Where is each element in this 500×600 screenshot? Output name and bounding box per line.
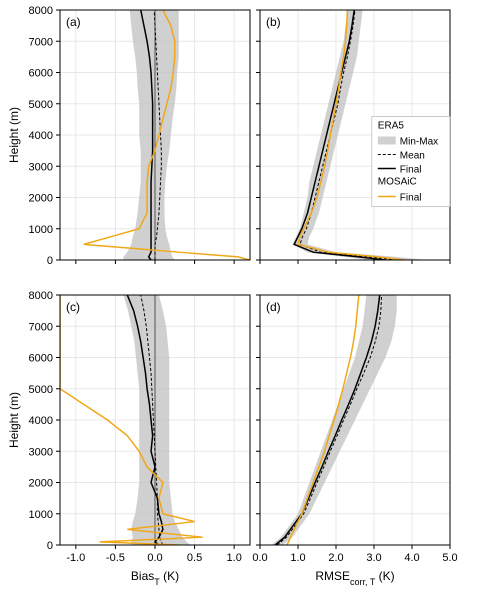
legend-title: MOSAiC <box>378 177 417 188</box>
ytick-label: 7000 <box>29 321 53 333</box>
xtick-label: 2.0 <box>328 552 343 564</box>
ytick-label: 4000 <box>29 415 53 427</box>
ylabel: Height (m) <box>7 107 21 163</box>
ytick-label: 5000 <box>29 384 53 396</box>
legend-item: Min-Max <box>400 137 438 148</box>
legend-item: Final <box>400 193 422 204</box>
ytick-label: 3000 <box>29 446 53 458</box>
ytick-label: 3000 <box>29 161 53 173</box>
panel-label: (d) <box>266 300 281 314</box>
ytick-label: 7000 <box>29 36 53 48</box>
xtick-label: 5.0 <box>442 552 457 564</box>
ylabel: Height (m) <box>7 392 21 448</box>
ytick-label: 0 <box>47 255 53 267</box>
panel-label: (b) <box>266 15 281 29</box>
ytick-label: 8000 <box>29 290 53 302</box>
ytick-label: 8000 <box>29 5 53 17</box>
xtick-label: 1.0 <box>290 552 305 564</box>
xtick-label: 0.0 <box>252 552 267 564</box>
ytick-label: 0 <box>47 540 53 552</box>
panel-label: (c) <box>66 300 80 314</box>
xtick-label: 4.0 <box>404 552 419 564</box>
ytick-label: 1000 <box>29 509 53 521</box>
ytick-label: 5000 <box>29 99 53 111</box>
ytick-label: 6000 <box>29 353 53 365</box>
legend: ERA5Min-MaxMeanFinalMOSAiCFinal <box>372 117 450 207</box>
legend-item: Mean <box>400 151 425 162</box>
ytick-label: 2000 <box>29 193 53 205</box>
xlabel: RMSEcorr, T (K) <box>315 569 394 587</box>
panel-label: (a) <box>66 15 81 29</box>
xtick-label: 3.0 <box>366 552 381 564</box>
legend-item: Final <box>400 165 422 176</box>
panel-a: 0 1000 2000 3000 4000 5000 6000 7000 8000 (a) Heig… <box>7 5 250 267</box>
ytick-label: 1000 <box>29 224 53 236</box>
xtick-label: 0.5 <box>187 552 202 564</box>
panel-c: -1.0 -0.5 0.0 0.5 1.0 0 1000 2000 3000 4000 5000 60… <box>7 290 250 587</box>
ytick-label: 4000 <box>29 130 53 142</box>
ytick-label: 2000 <box>29 478 53 490</box>
ytick-label: 6000 <box>29 68 53 80</box>
xtick-label: -0.5 <box>106 552 125 564</box>
xlabel: BiasT (K) <box>131 569 179 587</box>
xtick-label: -1.0 <box>66 552 85 564</box>
legend-title: ERA5 <box>378 121 405 132</box>
xtick-label: 0.0 <box>147 552 162 564</box>
xtick-label: 1.0 <box>227 552 242 564</box>
panel-d: 0.0 1.0 2.0 3.0 4.0 5.0 (d) RMSEcorr, T (K) <box>252 295 457 587</box>
